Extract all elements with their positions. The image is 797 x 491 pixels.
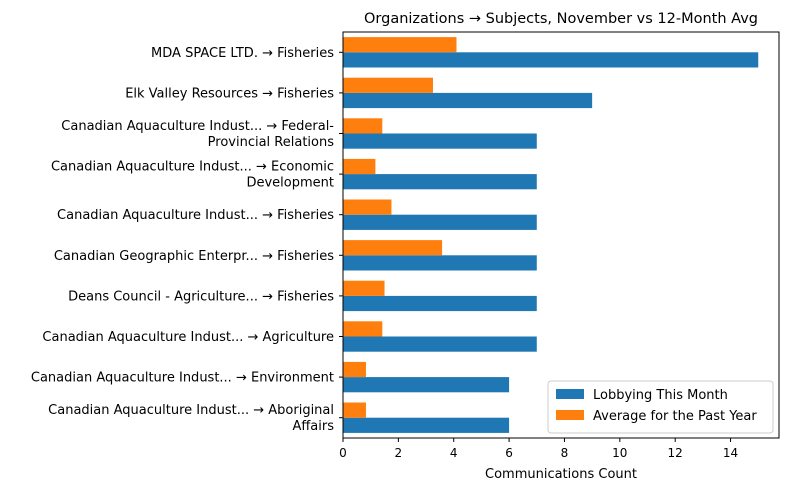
x-tick-label: 14 [723,446,738,460]
bar-avg-past-year-9 [343,402,366,418]
bar-this-month-4 [343,214,537,230]
x-axis-label: Communications Count [485,467,637,482]
plot-frame [342,31,780,439]
y-tick-label: MDA SPACE LTD. → Fisheries [151,46,334,61]
legend: Lobbying This Month Average for the Past … [547,380,774,434]
x-tick-label: 12 [668,446,683,460]
legend-label-1: Average for the Past Year [593,409,757,424]
y-tick-label: Canadian Aquaculture Indust... → Environ… [31,371,334,386]
y-tick-label: Canadian Aquaculture Indust... → Aborigi… [48,403,334,418]
y-tick-labels: MDA SPACE LTD. → Fisheries Elk Valley Res… [31,46,343,434]
bar-this-month-1 [343,92,593,109]
x-tick-label: 4 [450,446,458,460]
y-tick-label: Elk Valley Resources → Fisheries [125,86,334,101]
y-tick-label: Canadian Aquaculture Indust... → Agricul… [42,330,334,345]
bar-this-month-0 [343,52,759,68]
bar-this-month-2 [343,133,537,149]
chart-title: Organizations → Subjects, November vs 12… [364,11,758,27]
legend-box [547,380,774,434]
bar-avg-past-year-7 [343,321,383,337]
legend-label-0: Lobbying This Month [593,388,728,403]
y-tick-label: Canadian Aquaculture Indust... → Federal… [61,119,334,134]
x-tick-label: 10 [612,446,627,460]
y-tick-label: Canadian Geographic Enterpr... → Fisheri… [54,249,334,264]
bar-this-month-9 [343,417,510,433]
y-tick-label: Canadian Aquaculture Indust... → Fisheri… [57,208,334,223]
bar-avg-past-year-4 [343,199,392,215]
bar-this-month-7 [343,336,537,352]
x-tick-label: 8 [561,446,569,460]
y-tick-label: Provincial Relations [208,135,335,150]
x-tick-label: 2 [395,446,403,460]
x-tick-label: 6 [505,446,513,460]
y-tick-label: Deans Council - Agriculture... → Fisheri… [68,289,334,304]
bar-this-month-8 [343,377,510,393]
bar-avg-past-year-8 [343,361,366,378]
bars-layer [343,37,759,433]
y-tick-label: Development [246,176,334,191]
bar-avg-past-year-1 [343,77,433,93]
legend-swatch-1 [556,410,584,420]
bar-avg-past-year-2 [343,118,383,134]
bar-avg-past-year-3 [343,158,376,175]
bar-avg-past-year-5 [343,240,443,256]
bar-this-month-6 [343,295,537,312]
bar-avg-past-year-6 [343,280,385,296]
y-tick-label: Affairs [292,419,334,434]
x-tick-labels: 0 2 4 6 8 10 12 14 [339,438,738,460]
bar-this-month-5 [343,255,537,271]
y-tick-label: Canadian Aquaculture Indust... → Economi… [51,160,334,175]
bar-avg-past-year-0 [343,37,457,53]
bar-this-month-3 [343,174,537,190]
x-tick-label: 0 [339,446,347,460]
legend-swatch-0 [556,389,584,399]
